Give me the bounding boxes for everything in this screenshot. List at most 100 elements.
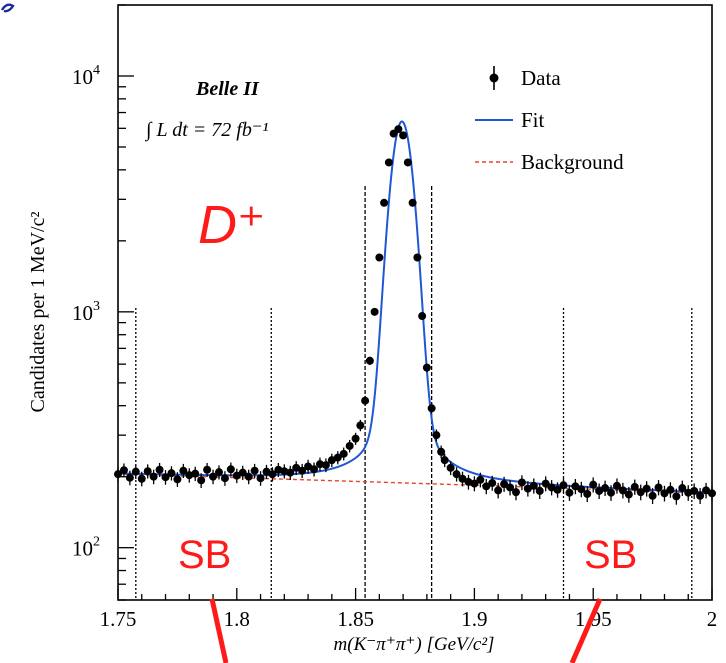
data-point-marker (642, 484, 651, 493)
sideband-label-left: SB (178, 533, 231, 577)
data-point-marker (648, 491, 657, 500)
y-axis-label: Candidates per 1 MeV/c² (27, 212, 49, 413)
data-point-marker (440, 456, 449, 465)
x-tick-label: 2 (707, 607, 718, 631)
data-point (351, 432, 360, 445)
fit-curve-layer (117, 120, 713, 494)
legend-label-data: Data (521, 66, 561, 90)
data-point-marker (370, 307, 379, 316)
data-point (250, 463, 259, 479)
data-point (173, 472, 182, 487)
data-point-marker (624, 490, 633, 499)
data-point-marker (155, 465, 164, 474)
data-point-marker (589, 480, 598, 489)
data-point-marker (119, 466, 128, 475)
data-point-marker (517, 478, 526, 487)
data-point-marker (209, 472, 218, 481)
data-point (333, 451, 342, 465)
experiment-label: Belle II (195, 78, 260, 100)
data-point-marker (541, 479, 550, 488)
data-point-marker (511, 488, 520, 497)
data-point-marker (304, 462, 313, 471)
data-point (399, 131, 408, 140)
data-point-marker (577, 485, 586, 494)
data-point-marker (660, 489, 669, 498)
y-tick-label: 102 (72, 535, 100, 561)
data-point (214, 465, 223, 480)
data-point-marker (203, 465, 212, 474)
data-point-marker (583, 489, 592, 498)
data-point-marker (268, 470, 277, 479)
data-point (535, 483, 544, 500)
y-tick-label: 103 (72, 299, 100, 325)
data-point-marker (678, 484, 687, 493)
data-point (256, 471, 265, 486)
data-point (179, 463, 188, 479)
data-point-marker (565, 488, 574, 497)
data-point-marker (672, 492, 681, 501)
data-point (268, 467, 277, 482)
data-point (197, 473, 206, 488)
data-point (488, 475, 497, 491)
data-point (339, 447, 348, 461)
data-point-marker (413, 253, 422, 262)
data-point (418, 312, 427, 321)
signal-window-lines-layer (364, 186, 433, 600)
data-point-marker (365, 356, 374, 365)
data-point (702, 482, 711, 499)
data-point-marker (399, 131, 408, 140)
data-point-marker (630, 482, 639, 491)
data-point-marker (446, 463, 455, 472)
data-point (286, 465, 295, 481)
data-point (244, 469, 253, 485)
data-point-marker (384, 158, 393, 167)
data-point (356, 419, 365, 432)
data-point (384, 158, 393, 167)
data-point-marker (607, 488, 616, 497)
data-point (589, 477, 598, 493)
data-point (642, 481, 651, 497)
data-point-marker (476, 475, 485, 484)
corner-mark (0, 3, 15, 13)
data-point (577, 481, 586, 498)
data-point-marker (500, 480, 509, 489)
data-point (226, 462, 235, 477)
data-point-marker (601, 484, 610, 493)
data-point (482, 479, 491, 495)
data-point (553, 482, 562, 498)
data-point (161, 470, 170, 485)
data-point (672, 488, 681, 505)
data-point (636, 484, 645, 501)
data-point (209, 469, 218, 485)
data-point-marker (482, 482, 491, 491)
data-point-marker (191, 469, 200, 478)
data-point-marker (529, 481, 538, 490)
legend: Data Fit Background (475, 66, 624, 174)
data-point (660, 485, 669, 502)
data-point (529, 478, 538, 494)
data-point-marker (161, 473, 170, 482)
data-point (191, 466, 200, 482)
data-point (427, 403, 436, 414)
data-point (559, 477, 568, 494)
data-point-marker (286, 468, 295, 477)
data-point-marker (345, 441, 354, 450)
data-point (119, 463, 128, 478)
data-point (630, 479, 639, 495)
data-point-marker (458, 474, 467, 483)
legend-entry-fit: Fit (475, 108, 545, 132)
data-point-marker (149, 472, 158, 481)
data-point-marker (256, 474, 265, 483)
data-point (517, 475, 526, 491)
data-point-marker (214, 468, 223, 477)
data-point-marker (571, 482, 580, 491)
data-point-marker (494, 486, 503, 495)
data-point-marker (523, 484, 532, 493)
data-point (601, 480, 610, 497)
data-point (511, 484, 520, 501)
data-point-marker (380, 198, 389, 207)
data-point (432, 429, 441, 442)
x-axis-label: m(K⁻π⁺π⁺) [GeV/c²] (334, 634, 495, 655)
data-point (375, 253, 384, 262)
data-point-marker (452, 470, 461, 479)
